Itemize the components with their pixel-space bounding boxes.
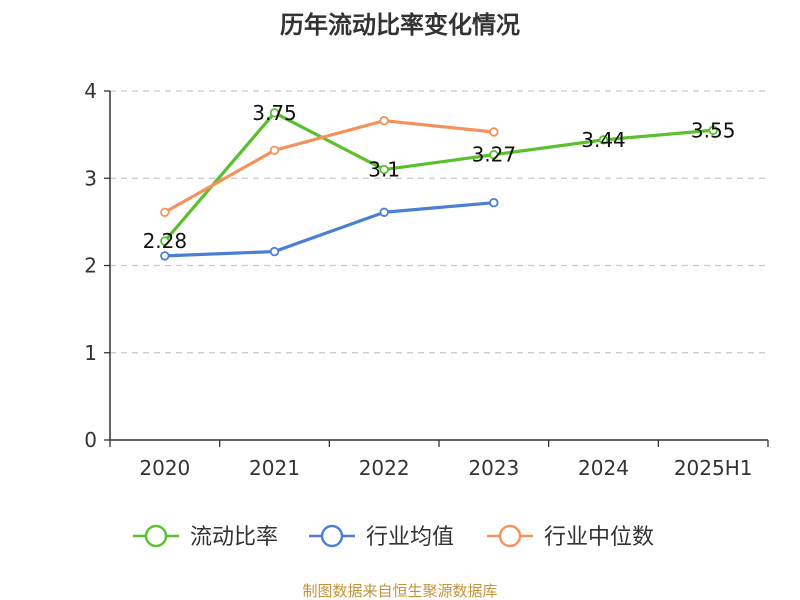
y-tick-label: 4 — [84, 79, 97, 103]
source-note: 制图数据来自恒生聚源数据库 — [302, 582, 497, 600]
grid-lines — [110, 90, 768, 354]
data-point[interactable] — [160, 207, 170, 217]
data-point[interactable] — [379, 164, 389, 175]
data-label: 3.75 — [252, 101, 297, 125]
x-tick-label: 2020 — [139, 456, 190, 480]
data-label: 3.44 — [581, 128, 626, 152]
x-tick-label: 2022 — [359, 456, 410, 480]
legend-item[interactable]: 行业均值 — [309, 524, 454, 550]
x-tick-label: 2024 — [578, 456, 629, 480]
legend-item[interactable]: 流动比率 — [133, 524, 278, 550]
legend-item[interactable]: 行业中位数 — [487, 524, 654, 550]
data-labels: 2.28 3.75 3.1 3.27 3.44 3.55 — [143, 101, 736, 253]
data-point[interactable] — [379, 207, 389, 217]
legend-marker-icon — [144, 524, 168, 548]
axes: 0 1 2 3 4 2020 2021 2022 2023 2024 2025H1 — [84, 79, 769, 480]
data-label: 3.1 — [368, 158, 400, 182]
chart-title: 历年流动比率变化情况 — [280, 11, 520, 39]
legend[interactable]: 流动比率 行业均值 行业中位数 — [133, 524, 654, 550]
data-label: 2.28 — [143, 229, 188, 253]
x-tick-label: 2025H1 — [674, 456, 753, 480]
data-point[interactable] — [489, 149, 499, 160]
data-label: 3.27 — [472, 143, 517, 167]
x-tick-label: 2023 — [468, 456, 519, 480]
data-point[interactable] — [269, 108, 280, 118]
legend-label: 流动比率 — [190, 525, 278, 550]
legend-marker-icon — [498, 524, 522, 548]
data-point[interactable] — [489, 197, 499, 208]
legend-label: 行业均值 — [366, 525, 454, 550]
data-label: 3.55 — [691, 118, 736, 142]
data-point[interactable] — [160, 251, 170, 261]
y-tick-label: 1 — [84, 341, 97, 365]
series-line — [164, 119, 494, 214]
y-tick-label: 3 — [84, 166, 97, 190]
series-layer — [160, 108, 718, 261]
legend-label: 行业中位数 — [544, 525, 654, 550]
data-point[interactable] — [379, 115, 389, 126]
series-line — [164, 201, 494, 258]
data-point[interactable] — [598, 135, 609, 145]
data-point[interactable] — [269, 145, 280, 156]
x-tick-label: 2021 — [249, 456, 300, 480]
legend-marker-icon — [320, 524, 344, 548]
data-point[interactable] — [160, 236, 170, 246]
data-point[interactable] — [269, 246, 280, 257]
series-line — [163, 111, 714, 243]
y-tick-label: 2 — [84, 254, 97, 278]
y-tick-label: 0 — [84, 428, 97, 452]
data-point[interactable] — [489, 127, 499, 137]
data-point[interactable] — [708, 125, 718, 135]
